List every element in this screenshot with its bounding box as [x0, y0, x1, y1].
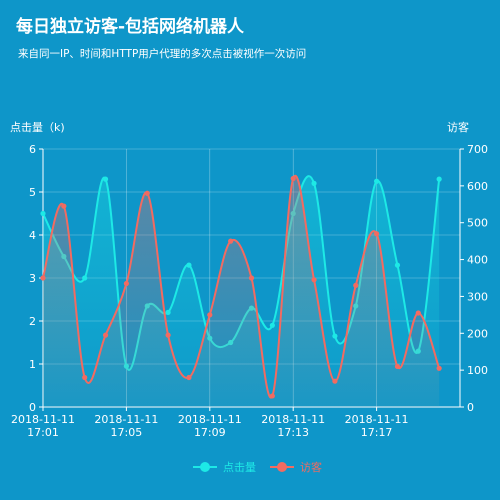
y-left-tick-label: 3	[29, 272, 36, 285]
data-point-visitors	[248, 275, 255, 281]
data-point-visitors	[123, 280, 129, 287]
x-tick-label: 17:05	[111, 426, 143, 439]
data-point-clicks	[165, 309, 171, 315]
data-point-visitors	[144, 190, 150, 196]
y-left-tick-label: 4	[29, 229, 36, 242]
data-point-visitors	[165, 332, 171, 338]
data-point-visitors	[290, 175, 296, 182]
y-right-tick-label: 300	[467, 290, 488, 303]
data-point-visitors	[228, 238, 234, 244]
y-right-tick-label: 200	[467, 327, 488, 340]
legend-label-visitors: 访客	[300, 460, 322, 474]
y-left-tick-label: 5	[29, 186, 36, 199]
data-point-visitors	[82, 374, 88, 381]
data-point-visitors	[436, 365, 442, 371]
y-right-tick-label: 100	[467, 364, 488, 377]
x-tick-label: 17:17	[361, 426, 393, 439]
x-tick-label: 17:09	[194, 426, 226, 439]
legend-marker-visitors	[277, 462, 287, 472]
y-right-tick-label: 600	[467, 180, 488, 193]
data-point-visitors	[186, 374, 192, 381]
y-left-tick-label: 2	[29, 315, 36, 328]
data-point-clicks	[82, 275, 88, 281]
data-point-clicks	[311, 180, 317, 186]
data-point-visitors	[61, 203, 67, 209]
y-right-tick-label: 0	[467, 401, 474, 414]
data-point-visitors	[353, 282, 359, 288]
x-tick-label: 2018-11-11	[261, 413, 325, 426]
data-point-visitors	[415, 310, 421, 316]
chart-title: 每日独立访客-包括网络机器人	[16, 17, 245, 37]
x-tick-label: 17:13	[277, 426, 309, 439]
data-point-clicks	[102, 176, 109, 182]
legend-label-clicks: 点击量	[223, 461, 256, 474]
data-point-clicks	[332, 333, 338, 339]
data-point-visitors	[374, 231, 380, 237]
data-point-clicks	[436, 176, 442, 182]
data-point-visitors	[311, 277, 317, 283]
data-point-clicks	[269, 322, 275, 328]
y-left-axis-title: 点击量（k)	[10, 121, 65, 134]
x-tick-label: 2018-11-11	[178, 413, 242, 426]
chart-subtitle: 来自同一IP、时间和HTTP用户代理的多次点击被视作一次访问	[18, 48, 307, 60]
y-right-tick-label: 400	[467, 254, 488, 267]
y-left-tick-label: 6	[29, 143, 36, 156]
data-point-clicks	[394, 262, 401, 268]
x-tick-label: 2018-11-11	[94, 413, 158, 426]
y-right-axis-title: 访客	[447, 120, 469, 134]
y-right-tick-label: 700	[467, 143, 488, 156]
x-tick-label: 2018-11-11	[11, 413, 75, 426]
data-point-visitors	[332, 378, 338, 384]
legend-marker-clicks	[200, 462, 210, 472]
data-point-clicks	[40, 210, 46, 217]
x-tick-label: 17:01	[27, 426, 59, 439]
series-area-visitors	[43, 175, 440, 407]
data-point-visitors	[102, 332, 109, 338]
data-point-clicks	[186, 262, 192, 268]
data-point-visitors	[40, 275, 46, 281]
data-point-clicks	[374, 178, 380, 184]
x-tick-label: 2018-11-11	[345, 413, 409, 426]
y-right-tick-label: 500	[467, 217, 488, 230]
data-point-visitors	[394, 363, 401, 370]
data-point-visitors	[269, 393, 275, 399]
data-point-visitors	[207, 312, 213, 318]
y-left-tick-label: 1	[29, 358, 36, 371]
y-left-tick-label: 0	[29, 401, 36, 414]
